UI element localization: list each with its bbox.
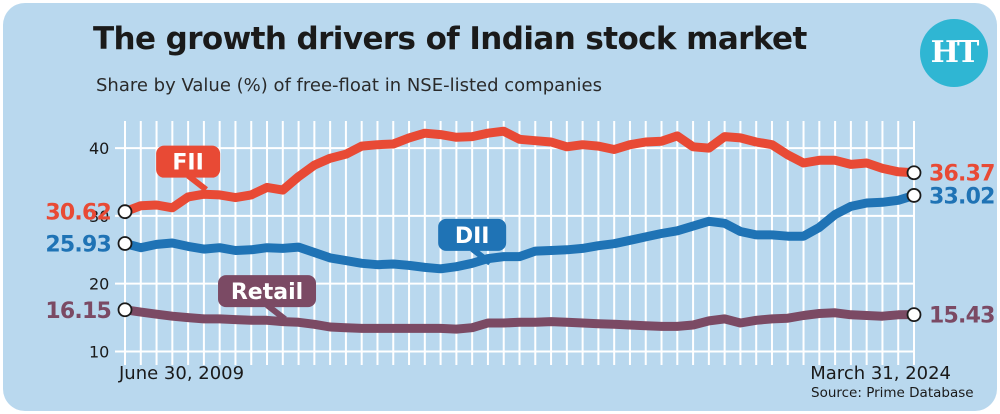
chart-card: 10 20 30 40 June 30, 2009 March 31, 2024 30.6…	[3, 3, 997, 411]
y-axis: 10 20 30 40 June 30, 2009 March 31, 2024	[89, 139, 951, 384]
series-name-label-retail: Retail	[231, 280, 303, 305]
chart-subtitle: Share by Value (%) of free-float in NSE-…	[96, 75, 603, 96]
data-labels: 30.62 36.37 25.93 33.02 16.15 15.43 FII DII Reta…	[45, 145, 995, 329]
series-name-label-fii: FII	[172, 151, 203, 176]
data-label-start-retail: 16.15	[45, 299, 111, 324]
marker-end-retail	[906, 307, 922, 323]
series-line-dii	[120, 190, 919, 274]
data-label-end-retail: 15.43	[929, 304, 995, 329]
chart: 10 20 30 40 June 30, 2009 March 31, 2024 30.6…	[45, 121, 995, 384]
data-label-end-dii: 33.02	[929, 184, 995, 209]
series-callout-box-retail	[218, 275, 317, 308]
y-tick-label: 10	[89, 342, 109, 361]
marker-end-dii	[906, 188, 922, 203]
x-tick-label-start: June 30, 2009	[118, 363, 244, 384]
series-line-fii	[120, 126, 919, 217]
y-tick-label: 20	[89, 275, 109, 294]
series-callout-box-dii	[438, 218, 507, 251]
source-note: Source: Prime Database	[811, 385, 974, 401]
series-line-retail	[120, 305, 919, 334]
x-tick-label-end: March 31, 2024	[810, 363, 951, 384]
series-callout-pointer-fii	[186, 173, 208, 193]
data-label-end-fii: 36.37	[929, 162, 995, 187]
chart-title: The growth drivers of Indian stock marke…	[93, 21, 807, 57]
series-callout-pointer-dii	[470, 246, 493, 266]
endpoint-markers	[117, 165, 922, 323]
y-tick-label: 30	[89, 207, 109, 226]
data-label-start-dii: 25.93	[45, 232, 111, 257]
series-name-label-dii: DII	[455, 224, 490, 249]
series-callout-box-fii	[156, 145, 221, 178]
y-tick-label: 40	[89, 139, 109, 158]
series-lines	[120, 126, 919, 334]
data-label-start-fii: 30.62	[45, 201, 111, 226]
series-callout-pointer-retail	[265, 302, 287, 322]
marker-end-fii	[906, 165, 922, 181]
marker-start-retail	[117, 302, 133, 318]
ht-logo: HT	[920, 19, 988, 87]
marker-start-dii	[117, 236, 133, 251]
marker-start-fii	[117, 204, 133, 220]
